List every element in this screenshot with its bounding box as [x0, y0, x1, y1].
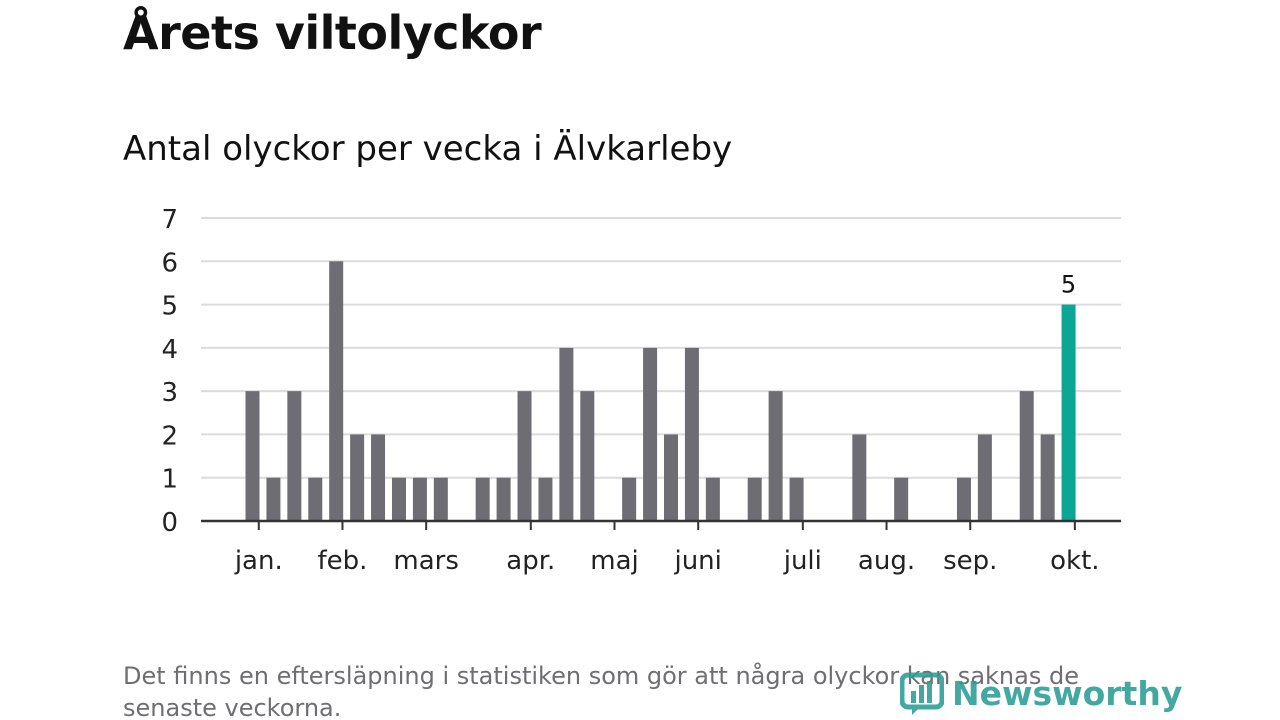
y-tick-label: 6	[161, 248, 178, 278]
x-tick-label: mars	[393, 546, 459, 576]
y-tick-label: 0	[161, 508, 178, 538]
x-tick-label: aug.	[858, 546, 915, 576]
bar	[287, 391, 302, 521]
x-tick-label: juli	[783, 546, 822, 576]
x-tick-label: feb.	[318, 546, 368, 576]
bar	[977, 434, 992, 521]
bar	[1019, 391, 1034, 521]
y-tick-label: 1	[161, 465, 178, 495]
bars	[245, 261, 1076, 521]
x-tick-label: maj	[590, 546, 638, 576]
bar	[852, 434, 867, 521]
bar	[391, 477, 406, 521]
data-labels: 5	[1061, 271, 1076, 299]
y-tick-label: 3	[161, 378, 178, 408]
bar	[747, 477, 762, 521]
bar	[496, 477, 511, 521]
bar	[538, 477, 553, 521]
y-axis-ticks: 0 1 2 3 4 5 6 7	[161, 205, 178, 538]
bar	[789, 477, 804, 521]
bar	[350, 434, 365, 521]
bar	[475, 477, 490, 521]
bar	[768, 391, 783, 521]
x-tick-label: juni	[673, 546, 721, 576]
bar	[433, 477, 448, 521]
bar	[643, 347, 658, 521]
bar	[664, 434, 678, 521]
bar	[308, 477, 323, 521]
logo-text: Newsworthy	[952, 673, 1183, 713]
x-tick-label: sep.	[943, 546, 997, 576]
bar	[705, 477, 720, 521]
bar	[559, 347, 574, 521]
x-tick-label: apr.	[506, 546, 555, 576]
chart-title: Årets viltolyckor	[123, 6, 542, 60]
bar	[266, 477, 281, 521]
y-tick-label: 2	[161, 421, 178, 451]
y-tick-label: 4	[161, 335, 178, 365]
bar	[956, 477, 971, 521]
y-tick-label: 7	[161, 205, 178, 235]
bar	[684, 347, 699, 521]
y-tick-label: 5	[161, 292, 178, 322]
bar	[371, 434, 386, 521]
newsworthy-logo[interactable]: Newsworthy	[900, 668, 1182, 718]
bar	[622, 477, 637, 521]
bar	[517, 391, 532, 521]
bar	[580, 391, 595, 521]
chart-subtitle: Antal olyckor per vecka i Älvkarleby	[123, 129, 733, 169]
x-tick-label: jan.	[234, 546, 283, 576]
bar-highlight	[1061, 304, 1076, 521]
x-axis-month-labels: jan. feb. mars apr. maj juni juli aug. sep. okt.	[234, 521, 1100, 576]
bar	[245, 391, 260, 521]
bar	[412, 477, 427, 521]
bar	[329, 261, 344, 521]
bar	[1040, 434, 1055, 521]
data-label: 5	[1061, 271, 1076, 299]
newsworthy-logo-icon	[900, 672, 944, 715]
bar	[894, 477, 909, 521]
x-tick-label: okt.	[1050, 546, 1099, 576]
